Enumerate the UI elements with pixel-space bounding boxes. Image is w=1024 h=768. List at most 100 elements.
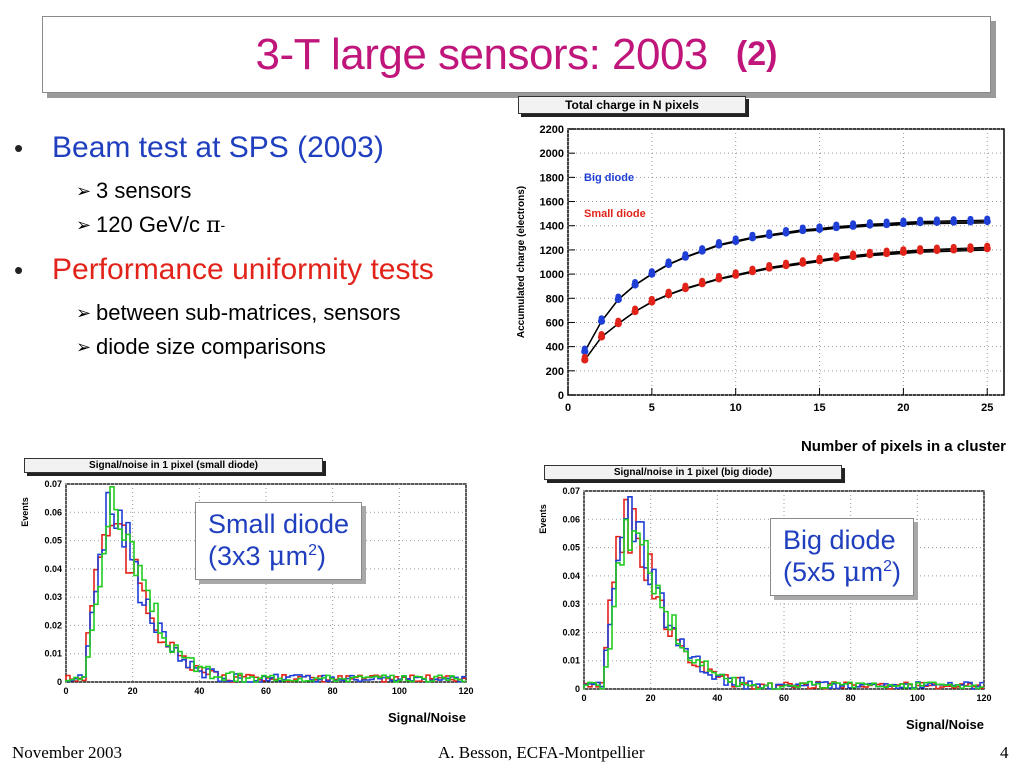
y-tick-label: 2000: [540, 148, 564, 160]
y-tick-label: 0.02: [44, 620, 62, 630]
small-diode-point: [581, 353, 588, 360]
x-tick-label: 0: [581, 693, 586, 703]
small-diode-point: [967, 243, 974, 250]
footer-page-number: 4: [1000, 743, 1009, 762]
y-tick-label: 400: [546, 342, 564, 354]
big-diode-point: [900, 217, 907, 224]
big-diode-point: [648, 268, 655, 275]
caption-close: ): [317, 540, 326, 571]
y-tick-label: 0.03: [44, 592, 62, 602]
y-tick-label: 1400: [540, 221, 564, 233]
arrow-bullet-icon: ➢: [76, 180, 92, 201]
small-diode-point: [715, 272, 722, 279]
mu-symbol: μ: [268, 540, 286, 572]
small-diode-point: [984, 242, 991, 249]
small-diode-point: [749, 265, 756, 272]
big-diode-point: [799, 224, 806, 231]
pion-charge: -: [220, 217, 226, 233]
arrow-bullet-icon: ➢: [76, 214, 92, 235]
y-tick-label: 1800: [540, 172, 564, 184]
caption-dim: (5x5: [783, 556, 844, 587]
x-tick-label: 120: [976, 693, 991, 703]
footer-date: November 2003: [12, 743, 123, 762]
small-diode-chart-title: Signal/noise in 1 pixel (small diode): [24, 458, 323, 473]
charge-chart-title: Total charge in N pixels: [518, 96, 746, 114]
big-diode-point: [833, 221, 840, 228]
caption-line2: (5x5 μm2): [783, 557, 901, 589]
x-tick-label: 60: [779, 693, 789, 703]
big-diode-point: [615, 293, 622, 300]
bullet-dot-icon: •: [14, 254, 24, 285]
sub-bullet-text: 120 GeV/c: [96, 212, 207, 237]
x-tick-label: 10: [730, 402, 742, 414]
y-tick-label: 600: [546, 317, 564, 329]
big-diode-point: [816, 223, 823, 230]
small-diode-point: [598, 330, 605, 337]
footer-author: A. Besson, ECFA-Montpellier: [438, 743, 645, 762]
charge-chart: 0200400600800100012001400160018002000220…: [516, 124, 1006, 455]
slide-title: 3-T large sensors: 2003: [255, 29, 709, 79]
y-tick-label: 0.06: [44, 507, 62, 517]
small-diode-point: [917, 245, 924, 252]
y-tick-label: 0.07: [44, 479, 62, 489]
big-diode-caption: Big diode (5x5 μm2): [770, 518, 914, 596]
sub-bullet-text: diode size comparisons: [96, 334, 326, 359]
y-tick-label: 0.02: [562, 627, 580, 637]
small-diode-point: [665, 288, 672, 295]
bullet-dot-icon: •: [14, 132, 24, 163]
y-tick-label: 0: [558, 390, 564, 402]
y-tick-label: 0.05: [562, 543, 580, 553]
big-diode-point: [967, 215, 974, 222]
y-tick-label: 0: [57, 677, 62, 687]
big-diode-point: [866, 219, 873, 226]
y-tick-label: 0: [575, 684, 580, 694]
big-diode-point: [665, 258, 672, 265]
x-tick-label: 100: [910, 693, 925, 703]
y-axis-label: Events: [538, 504, 548, 534]
y-tick-label: 1000: [540, 269, 564, 281]
sub-bullet-diode-size: ➢ diode size comparisons: [76, 330, 514, 364]
x-tick-label: 40: [712, 693, 722, 703]
small-diode-point: [933, 244, 940, 251]
small-diode-point: [883, 247, 890, 254]
arrow-bullet-icon: ➢: [76, 302, 92, 323]
big-diode-point: [732, 235, 739, 242]
bullet-uniformity: • Performance uniformity tests: [14, 250, 514, 290]
big-diode-point: [950, 216, 957, 223]
histogram-series: [583, 518, 984, 690]
big-diode-point: [984, 215, 991, 222]
y-tick-label: 0.01: [44, 649, 62, 659]
x-axis-label: Signal/Noise: [906, 717, 984, 732]
y-tick-label: 0.01: [562, 656, 580, 666]
x-tick-label: 100: [392, 686, 407, 696]
small-diode-point: [615, 317, 622, 324]
x-tick-label: 20: [646, 693, 656, 703]
y-tick-label: 1200: [540, 245, 564, 257]
small-diode-point: [632, 305, 639, 312]
big-diode-point: [883, 218, 890, 225]
small-diode-point: [648, 295, 655, 302]
y-tick-label: 0.03: [562, 599, 580, 609]
y-tick-label: 0.04: [44, 564, 62, 574]
big-diode-point: [766, 229, 773, 236]
small-diode-point: [699, 277, 706, 284]
big-diode-point: [715, 239, 722, 246]
y-tick-label: 0.04: [562, 571, 580, 581]
small-diode-point: [950, 243, 957, 250]
y-axis-label: Events: [20, 497, 30, 527]
y-tick-label: 0.06: [562, 514, 580, 524]
caption-line1: Big diode: [783, 525, 896, 555]
caption-unit: m: [860, 556, 884, 587]
x-tick-label: 20: [897, 402, 909, 414]
slide-title-suffix: (2): [735, 35, 778, 73]
big-diode-point: [581, 345, 588, 352]
histogram-series: [65, 486, 466, 683]
sub-bullet-energy: ➢ 120 GeV/c π-: [76, 208, 514, 242]
legend-small-diode: Small diode: [584, 208, 646, 220]
x-tick-label: 5: [649, 402, 655, 414]
big-diode-point: [682, 251, 689, 258]
y-axis-label: Accumulated charge (electrons): [516, 186, 527, 338]
small-diode-point: [833, 252, 840, 259]
y-tick-label: 2200: [540, 124, 564, 136]
x-tick-label: 0: [63, 686, 68, 696]
